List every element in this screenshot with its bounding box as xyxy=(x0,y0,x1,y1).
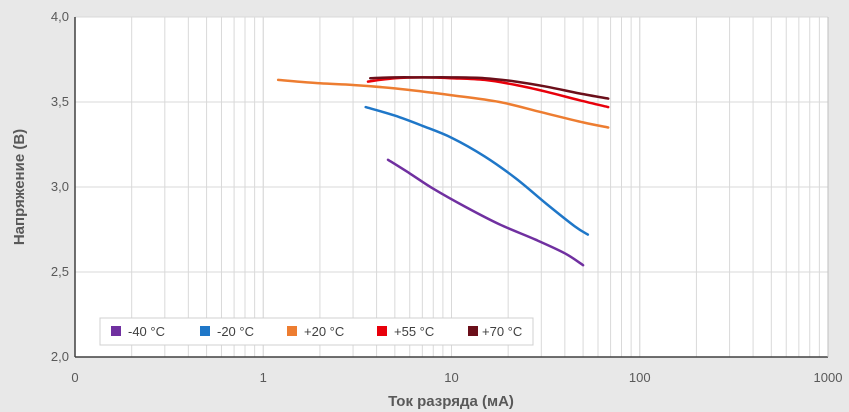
series-line xyxy=(364,105,590,236)
legend-swatch xyxy=(468,326,478,336)
series-line xyxy=(386,158,585,267)
legend-swatch xyxy=(377,326,387,336)
series-line xyxy=(276,78,610,129)
x-tick-label: 10 xyxy=(444,370,458,385)
legend-label: +55 °C xyxy=(394,324,434,339)
y-tick-label: 4,0 xyxy=(51,9,69,24)
x-tick-label: 1000 xyxy=(814,370,843,385)
legend-swatch xyxy=(200,326,210,336)
grid xyxy=(75,16,828,357)
series-line xyxy=(368,76,610,100)
axes xyxy=(74,17,829,358)
legend-box xyxy=(99,317,534,346)
tick-labels: 2,0 2,5 3,0 3,5 4,0 0 1 10 100 1000 xyxy=(51,9,843,385)
legend-label: -20 °C xyxy=(217,324,254,339)
y-tick-label: 3,0 xyxy=(51,179,69,194)
x-axis-title: Ток разряда (мА) xyxy=(388,393,514,410)
legend-swatch xyxy=(287,326,297,336)
y-axis-title: Напряжение (В) xyxy=(11,129,28,245)
legend-swatch xyxy=(111,326,121,336)
y-tick-label: 2,5 xyxy=(51,264,69,279)
y-tick-label: 3,5 xyxy=(51,94,69,109)
y-tick-label: 2,0 xyxy=(51,349,69,364)
x-tick-label: 0 xyxy=(71,370,78,385)
x-tick-label: 100 xyxy=(629,370,651,385)
x-tick-label: 1 xyxy=(260,370,267,385)
series-group xyxy=(276,76,610,267)
legend-label: +20 °C xyxy=(304,324,344,339)
legend: -40 °C -20 °C +20 °C +55 °C +70 °C xyxy=(99,317,534,346)
legend-label: -40 °C xyxy=(128,324,165,339)
legend-label: +70 °C xyxy=(482,324,522,339)
